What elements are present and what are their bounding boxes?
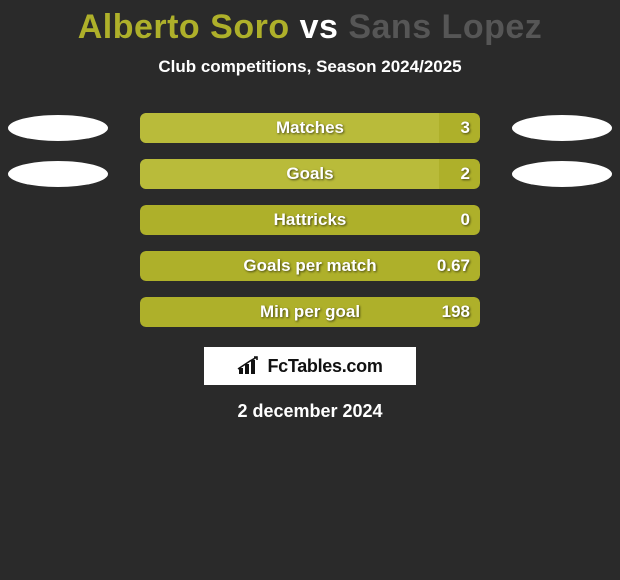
stat-row: Min per goal198 — [0, 289, 620, 335]
stat-row: Goals2 — [0, 151, 620, 197]
player2-marker — [512, 161, 612, 187]
player1-marker — [8, 115, 108, 141]
stat-value-right: 198 — [442, 297, 470, 327]
bar-background — [140, 251, 480, 281]
stat-value-right: 2 — [461, 159, 470, 189]
vs-label: vs — [300, 8, 339, 46]
stats-rows: Matches3Goals2Hattricks0Goals per match0… — [0, 105, 620, 335]
player1-marker — [8, 161, 108, 187]
comparison-card: Alberto Soro vs Sans Lopez Club competit… — [0, 0, 620, 422]
stat-value-right: 3 — [461, 113, 470, 143]
stat-row: Hattricks0 — [0, 197, 620, 243]
brand-text: FcTables.com — [267, 356, 382, 377]
subtitle: Club competitions, Season 2024/2025 — [0, 57, 620, 77]
stat-bar — [140, 251, 480, 281]
player2-marker — [512, 115, 612, 141]
stat-bar — [140, 113, 480, 143]
stat-bar — [140, 205, 480, 235]
date-label: 2 december 2024 — [0, 401, 620, 422]
bar-fill-left — [140, 159, 439, 189]
player1-name: Alberto Soro — [78, 8, 290, 46]
bar-background — [140, 205, 480, 235]
stat-value-right: 0 — [461, 205, 470, 235]
stat-row: Matches3 — [0, 105, 620, 151]
stat-row: Goals per match0.67 — [0, 243, 620, 289]
bar-background — [140, 297, 480, 327]
stat-value-right: 0.67 — [437, 251, 470, 281]
bar-chart-icon — [237, 356, 261, 376]
brand-badge[interactable]: FcTables.com — [202, 345, 418, 387]
stat-bar — [140, 297, 480, 327]
stat-bar — [140, 159, 480, 189]
bar-fill-left — [140, 113, 439, 143]
page-title: Alberto Soro vs Sans Lopez — [0, 8, 620, 47]
player2-name: Sans Lopez — [348, 8, 542, 46]
